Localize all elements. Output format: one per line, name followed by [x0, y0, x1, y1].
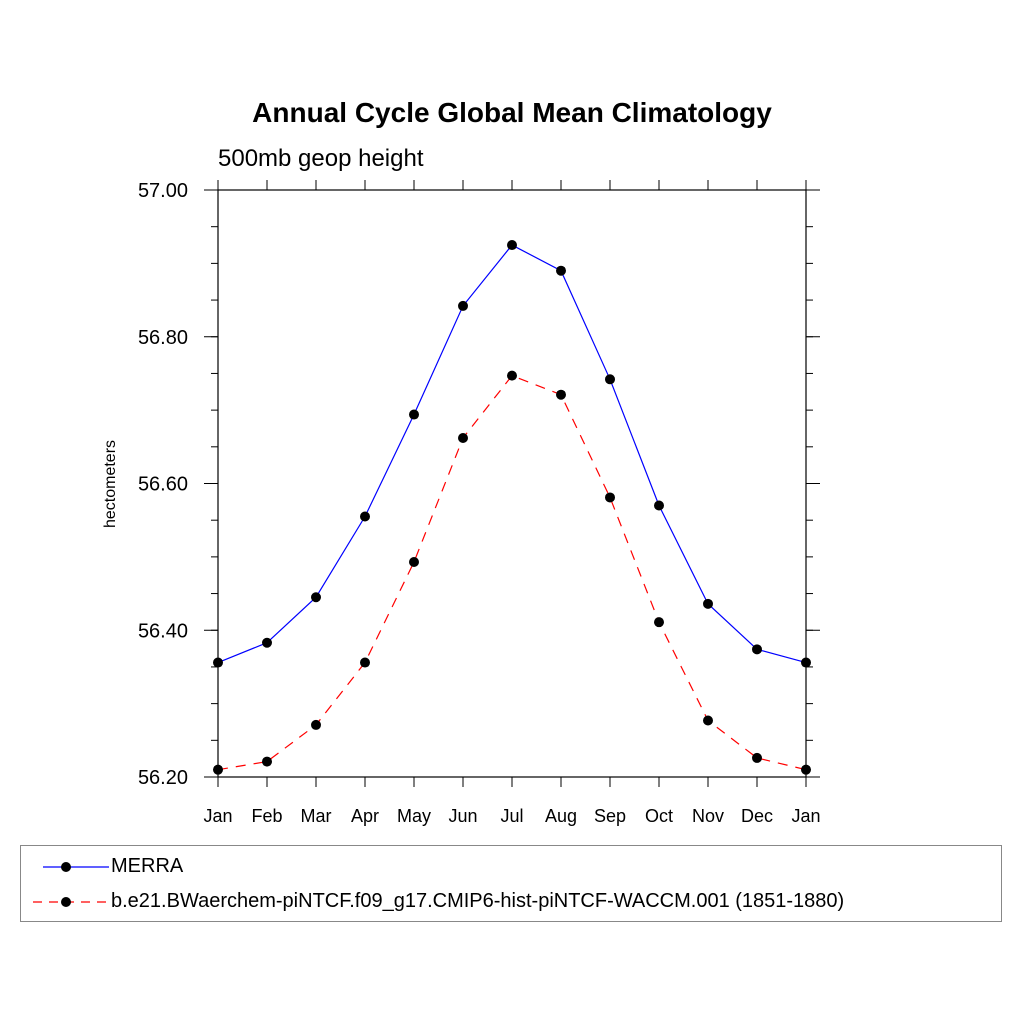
x-tick-label: Dec	[741, 806, 773, 826]
series-1-point	[458, 433, 468, 444]
legend-swatch-merra	[43, 862, 109, 872]
series-0-point	[703, 598, 713, 609]
x-tick-label: Jan	[791, 806, 820, 826]
y-tick-label: 56.20	[138, 767, 188, 789]
series-1-point	[556, 389, 566, 400]
y-tick-label: 56.80	[138, 327, 188, 349]
series-1-point	[703, 715, 713, 726]
series-0-point	[311, 592, 321, 603]
series-1-point	[262, 756, 272, 767]
series-1-point	[752, 752, 762, 763]
x-tick-label: Oct	[645, 806, 673, 826]
axis-tick-labels: Jan Feb Mar Apr May Jun Jul Aug Sep Oct Nov Dec Jan 5…	[138, 180, 821, 826]
chart-title: Annual Cycle Global Mean Climatology	[252, 97, 772, 128]
series-0-point	[458, 300, 468, 311]
chart-subtitle: 500mb geop height	[218, 145, 424, 172]
series-line-1	[217, 374, 807, 771]
x-tick-label: Mar	[301, 806, 332, 826]
legend: MERRA b.e21.BWaerchem-piNTCF.f09_g17.CMI…	[20, 845, 1002, 922]
plot-frame	[217, 189, 807, 778]
series-0-point	[507, 240, 517, 251]
series-0-point	[556, 265, 566, 276]
x-tick-label: Jun	[448, 806, 477, 826]
x-tick-label: Jan	[203, 806, 232, 826]
legend-item-merra: MERRA	[21, 851, 1001, 881]
series-0-point	[409, 409, 419, 420]
series-0-point	[752, 644, 762, 655]
x-tick-label: Aug	[545, 806, 577, 826]
series-1-point	[654, 617, 664, 628]
legend-swatch-model	[33, 897, 109, 907]
x-tick-label: Sep	[594, 806, 626, 826]
x-tick-label: May	[397, 806, 431, 826]
series-line-0	[217, 244, 807, 664]
x-tick-label: Feb	[251, 806, 282, 826]
series-1-point	[213, 764, 223, 775]
series-0-point	[262, 637, 272, 648]
series-1-point	[360, 657, 370, 668]
y-tick-label: 57.00	[138, 180, 188, 202]
x-tick-label: Apr	[351, 806, 379, 826]
series-0-point	[654, 500, 664, 511]
legend-item-model: b.e21.BWaerchem-piNTCF.f09_g17.CMIP6-his…	[21, 886, 1001, 916]
series-0-point	[360, 511, 370, 522]
series-1-point	[507, 370, 517, 381]
series-1-point	[801, 764, 811, 775]
legend-label-model: b.e21.BWaerchem-piNTCF.f09_g17.CMIP6-his…	[111, 890, 845, 912]
series-0-point	[801, 657, 811, 668]
legend-label-merra: MERRA	[111, 855, 184, 877]
series-0-point	[213, 657, 223, 668]
series-1-point	[605, 492, 615, 503]
series-1-point	[311, 719, 321, 730]
y-axis-label: hectometers	[102, 440, 119, 528]
axis-ticks	[204, 180, 820, 787]
series-0-point	[605, 374, 615, 385]
y-tick-label: 56.60	[138, 474, 188, 496]
x-tick-label: Jul	[500, 806, 523, 826]
y-tick-label: 56.40	[138, 620, 188, 642]
series-layer	[213, 240, 811, 775]
series-1-point	[409, 557, 419, 568]
x-tick-label: Nov	[692, 806, 724, 826]
